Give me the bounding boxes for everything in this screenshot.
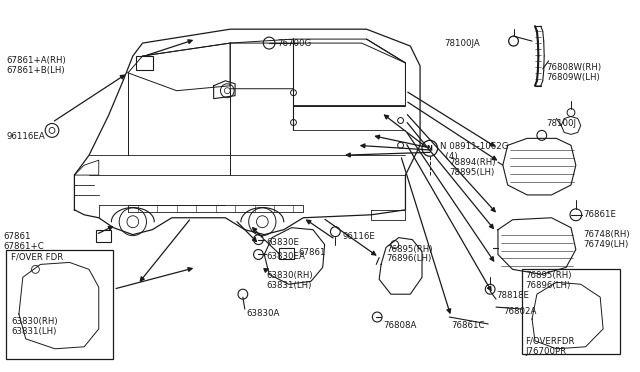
Text: 76749(LH): 76749(LH) [584,240,629,248]
Text: 63830E: 63830E [266,238,300,247]
Text: 63830A: 63830A [247,309,280,318]
Text: 78895(LH): 78895(LH) [449,168,495,177]
Bar [522,269,620,354]
Text: 76896(LH): 76896(LH) [525,281,570,290]
Text: 96116EA: 96116EA [6,132,45,141]
Text: 78818E: 78818E [496,291,529,300]
Text: 67861+B(LH): 67861+B(LH) [6,66,65,75]
Text: 76808A: 76808A [383,321,417,330]
Text: 67861: 67861 [298,247,326,257]
Bar [136,56,154,70]
Text: 76895(RH): 76895(RH) [525,271,572,280]
Text: 63830(RH): 63830(RH) [11,317,58,326]
Text: 76896(LH): 76896(LH) [386,254,431,263]
Text: 76895(RH): 76895(RH) [386,244,433,254]
Text: F/OVER FDR: F/OVER FDR [11,253,63,262]
Text: (4): (4) [440,152,457,161]
Text: 63831(LH): 63831(LH) [11,327,56,336]
Bar [96,230,111,241]
Bar [6,250,113,359]
Text: 67861+C: 67861+C [3,241,44,251]
Text: 67861: 67861 [3,232,31,241]
Text: 63831(LH): 63831(LH) [266,281,312,290]
Text: 76861E: 76861E [584,210,617,219]
Text: 63830(RH): 63830(RH) [266,271,313,280]
Text: 76861C: 76861C [451,321,484,330]
Text: 76808W(RH): 76808W(RH) [547,63,602,72]
Text: 76748(RH): 76748(RH) [584,230,630,239]
Text: 63830EA: 63830EA [266,253,305,262]
Text: N: N [427,145,433,151]
Text: J76700PR: J76700PR [525,347,566,356]
Text: 78894(RH): 78894(RH) [449,158,496,167]
Text: 67861+A(RH): 67861+A(RH) [6,56,66,65]
Text: N 08911-1062G: N 08911-1062G [440,142,508,151]
Text: 76809W(LH): 76809W(LH) [547,73,600,82]
Text: 96116E: 96116E [342,232,375,241]
Text: 76802A: 76802A [503,307,536,316]
Text: 78100JA: 78100JA [444,39,480,48]
Text: 78100J: 78100J [547,119,577,128]
Text: F/OVERFDR: F/OVERFDR [525,337,575,346]
Text: 76700G: 76700G [277,39,311,48]
Bar [279,247,294,259]
